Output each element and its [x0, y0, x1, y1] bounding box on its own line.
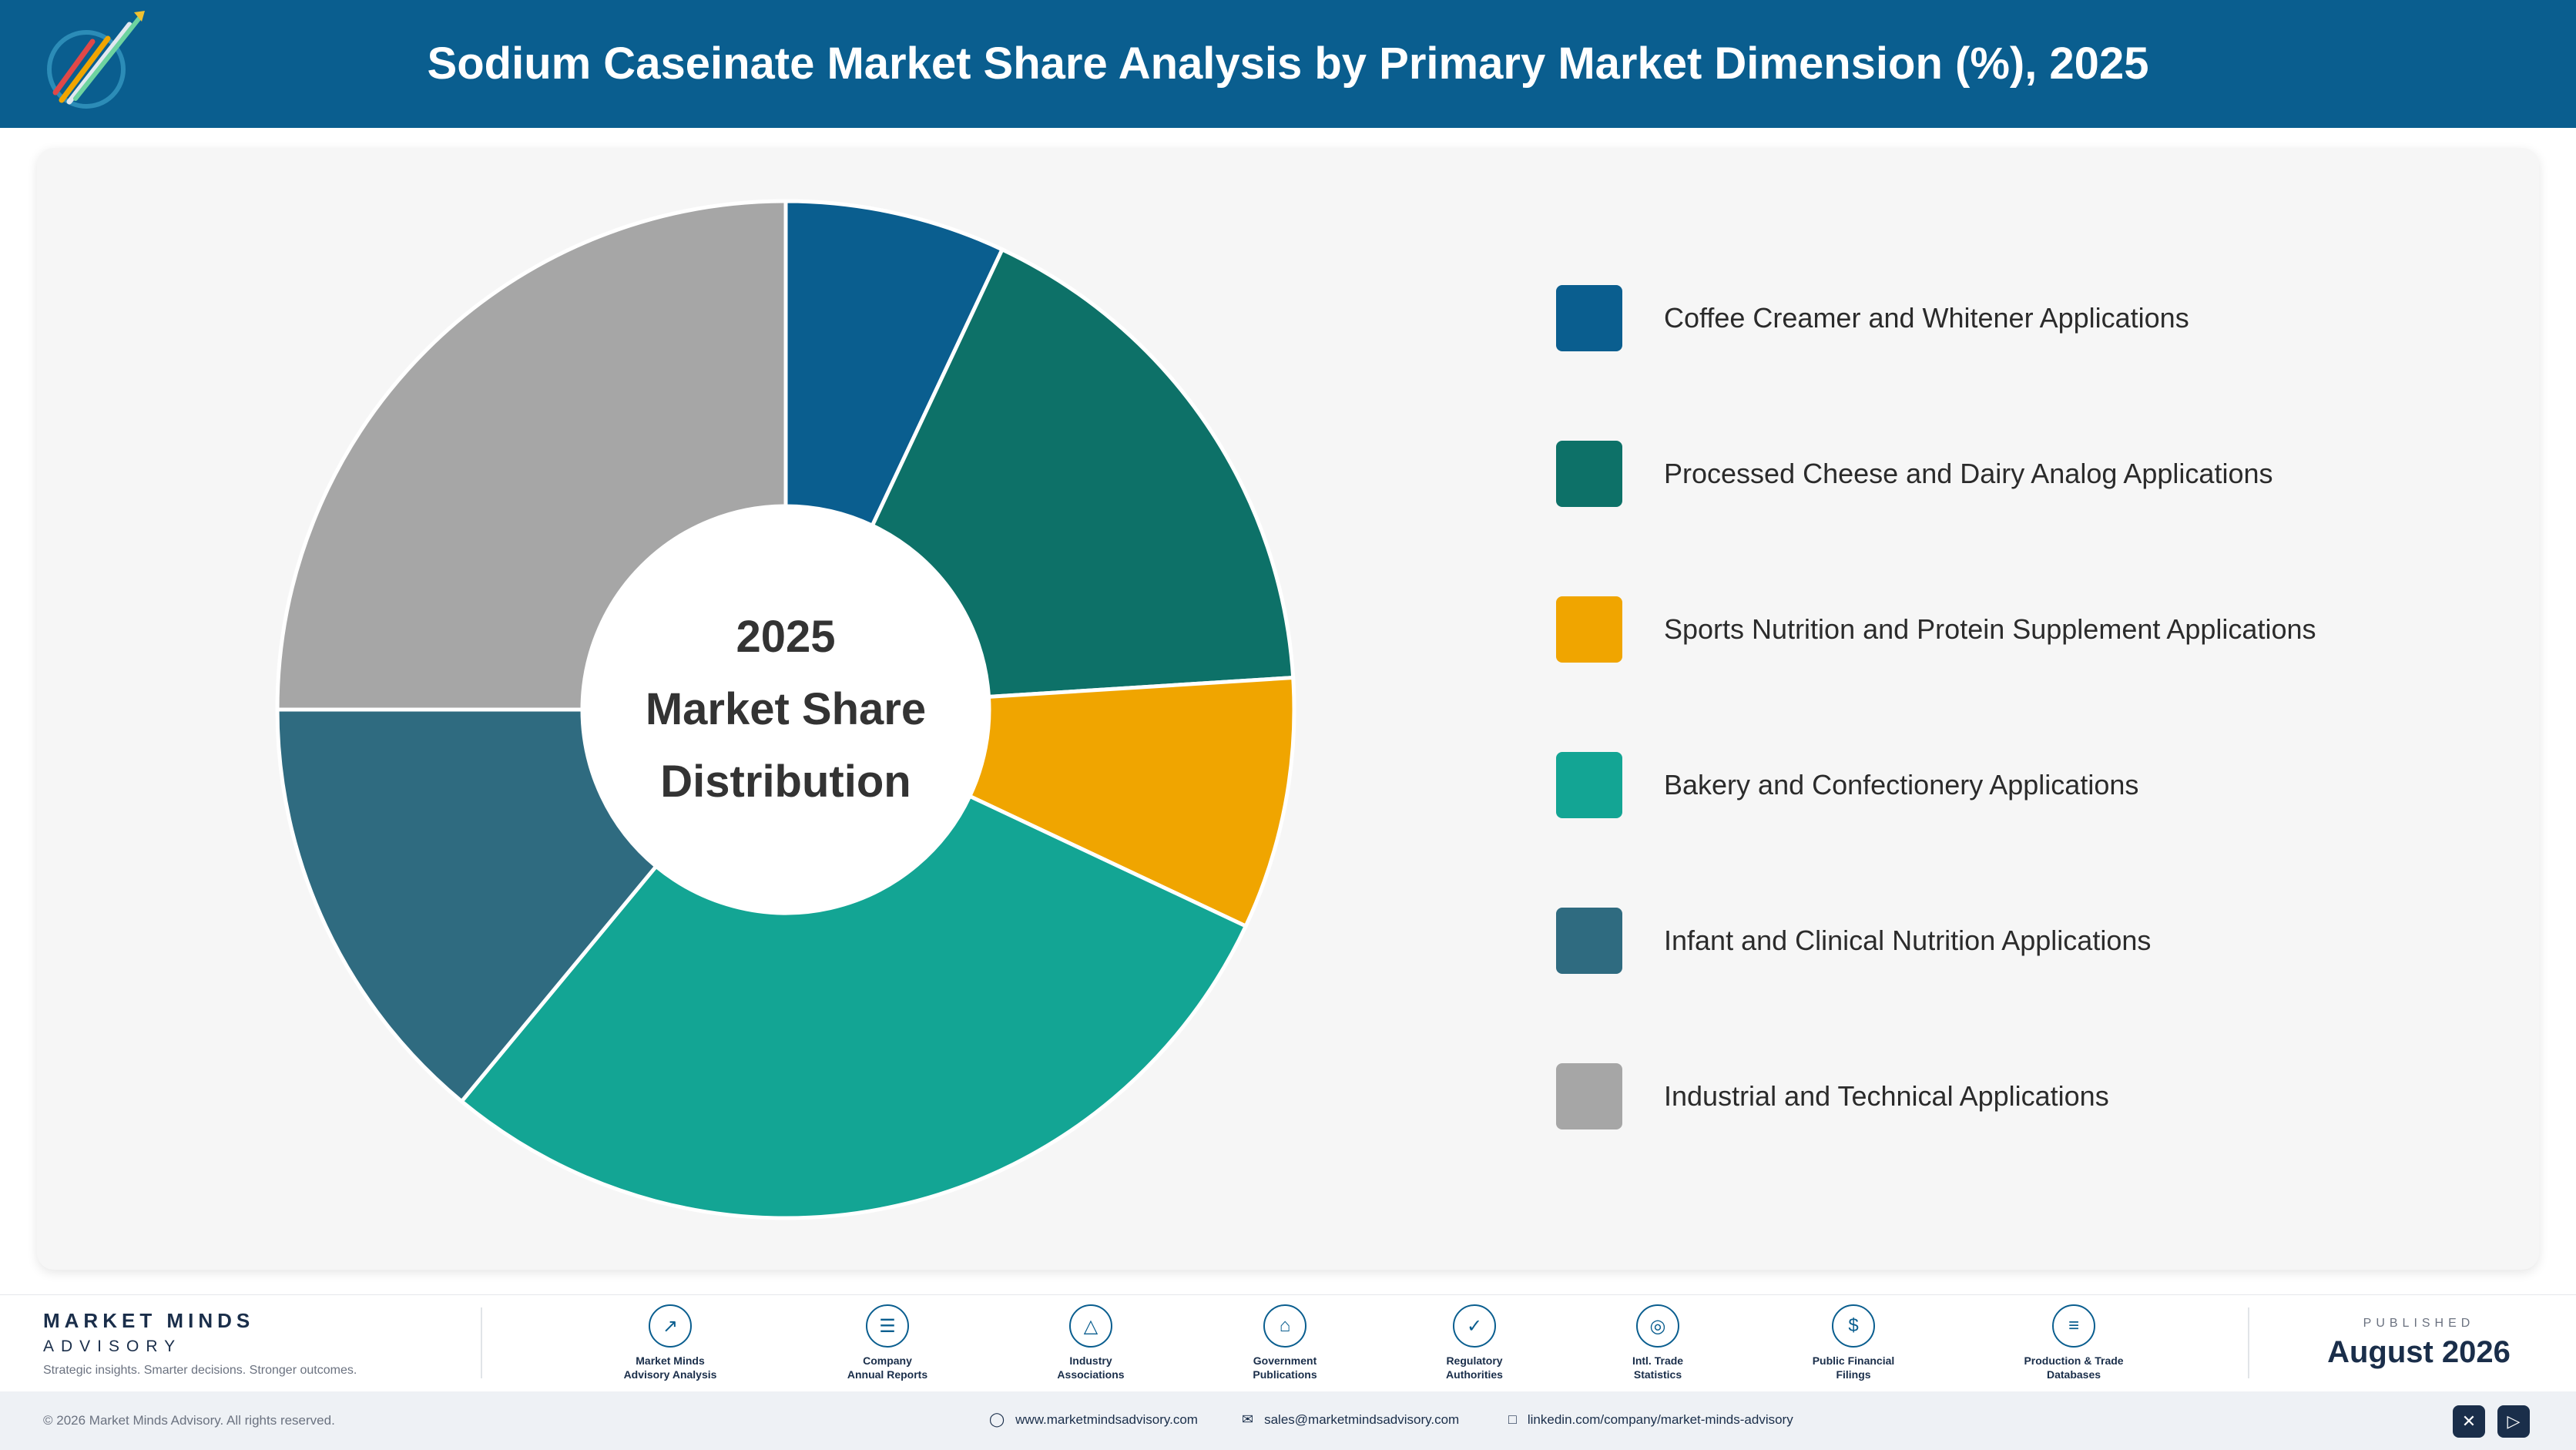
brand-sub: ADVISORY	[43, 1338, 183, 1355]
legend-swatch	[1556, 285, 1622, 351]
page-title: Sodium Caseinate Market Share Analysis b…	[427, 39, 2149, 89]
legend-item[interactable]: Sports Nutrition and Protein Supplement …	[1556, 596, 2511, 663]
website-link[interactable]: ◯ www.marketmindsadvisory.com	[989, 1411, 1198, 1428]
legend-label: Sports Nutrition and Protein Supplement …	[1664, 613, 2316, 645]
footer-brand: MARKET MINDS ADVISORY Strategic insights…	[43, 1309, 357, 1378]
donut-hole	[582, 506, 989, 913]
legend-label: Bakery and Confectionery Applications	[1664, 769, 2139, 801]
copyright-text: © 2026 Market Minds Advisory. All rights…	[43, 1413, 335, 1428]
linkedin-text: linkedin.com/company/market-minds-adviso…	[1527, 1411, 1793, 1427]
legend-label: Coffee Creamer and Whitener Applications	[1664, 302, 2189, 334]
email-text: sales@marketmindsadvisory.com	[1264, 1411, 1460, 1427]
legend-item[interactable]: Processed Cheese and Dairy Analog Applic…	[1556, 441, 2511, 507]
brand-tagline: Strategic insights. Smarter decisions. S…	[43, 1364, 357, 1377]
legend-item[interactable]: Coffee Creamer and Whitener Applications	[1556, 285, 2511, 351]
source-item: ☰ Company Annual Reports	[810, 1304, 964, 1381]
government-building-icon: ⌂	[1263, 1304, 1306, 1348]
center-label-year: 2025	[736, 612, 836, 662]
source-label: Company Annual Reports	[847, 1354, 928, 1381]
x-social-icon[interactable]: ✕	[2453, 1405, 2485, 1438]
email-link[interactable]: ✉ sales@marketmindsadvisory.com	[1242, 1411, 1459, 1428]
data-sources: ↗ Market Minds Advisory Analysis ☰ Company An…	[539, 1304, 2157, 1389]
legend-label: Processed Cheese and Dairy Analog Applic…	[1664, 458, 2273, 489]
legend-item[interactable]: Infant and Clinical Nutrition Applicatio…	[1556, 908, 2511, 974]
source-label: Production & Trade Databases	[2024, 1354, 2124, 1381]
chart-center-label: 2025 Market Share Distribution	[585, 601, 986, 818]
legend-swatch	[1556, 1063, 1622, 1129]
chart-legend: Coffee Creamer and Whitener Applications…	[1556, 285, 2511, 1219]
network-icon: △	[1069, 1304, 1112, 1348]
mail-icon: ✉	[1242, 1411, 1254, 1427]
source-item: ◎ Intl. Trade Statistics	[1581, 1304, 1735, 1381]
footer: MARKET MINDS ADVISORY Strategic insights…	[0, 1294, 2576, 1391]
linkedin-link[interactable]: □ linkedin.com/company/market-minds-advi…	[1508, 1411, 1793, 1428]
center-label-line2: Market Share	[645, 684, 927, 734]
database-icon: ≡	[2052, 1304, 2095, 1348]
source-item: △ Industry Associations	[1014, 1304, 1168, 1381]
footer-divider	[481, 1307, 482, 1378]
source-label: Public Financial Filings	[1812, 1354, 1895, 1381]
company-logo-icon	[47, 11, 145, 109]
header-bar: Sodium Caseinate Market Share Analysis b…	[0, 0, 2576, 128]
shield-icon: ✓	[1453, 1304, 1496, 1348]
source-item: ⌂ Government Publications	[1208, 1304, 1362, 1381]
trend-chart-icon: ↗	[649, 1304, 692, 1348]
center-label-line3: Distribution	[660, 757, 911, 807]
legend-swatch	[1556, 908, 1622, 974]
legend-swatch	[1556, 441, 1622, 507]
source-label: Government Publications	[1253, 1354, 1317, 1381]
source-item: $ Public Financial Filings	[1776, 1304, 1930, 1381]
document-icon: ☰	[866, 1304, 909, 1348]
source-label: Market Minds Advisory Analysis	[623, 1354, 717, 1381]
source-item: ≡ Production & Trade Databases	[1997, 1304, 2151, 1381]
legend-label: Industrial and Technical Applications	[1664, 1080, 2109, 1112]
source-label: Industry Associations	[1057, 1354, 1125, 1381]
published-date: August 2026	[2327, 1335, 2511, 1369]
published-block: PUBLISHED August 2026	[2296, 1317, 2542, 1370]
globe-icon: ◯	[989, 1411, 1005, 1427]
donut-slice-2[interactable]	[870, 247, 1296, 700]
globe-icon: ◎	[1636, 1304, 1679, 1348]
legend-item[interactable]: Bakery and Confectionery Applications	[1556, 752, 2511, 818]
legend-label: Infant and Clinical Nutrition Applicatio…	[1664, 925, 2152, 956]
published-label: PUBLISHED	[2363, 1317, 2475, 1330]
brand-name: MARKET MINDS	[43, 1309, 255, 1332]
legend-swatch	[1556, 596, 1622, 663]
footer-divider	[2248, 1307, 2249, 1378]
source-item: ✓ Regulatory Authorities	[1397, 1304, 1551, 1381]
legend-swatch	[1556, 752, 1622, 818]
source-item: ↗ Market Minds Advisory Analysis	[593, 1304, 747, 1381]
website-text: www.marketmindsadvisory.com	[1015, 1411, 1198, 1427]
dollar-icon: $	[1832, 1304, 1875, 1348]
source-label: Intl. Trade Statistics	[1632, 1354, 1684, 1381]
youtube-social-icon[interactable]: ▷	[2497, 1405, 2530, 1438]
legend-item[interactable]: Industrial and Technical Applications	[1556, 1063, 2511, 1129]
bottom-bar: © 2026 Market Minds Advisory. All rights…	[0, 1391, 2576, 1450]
source-label: Regulatory Authorities	[1446, 1354, 1503, 1381]
linkedin-icon: □	[1508, 1411, 1517, 1427]
